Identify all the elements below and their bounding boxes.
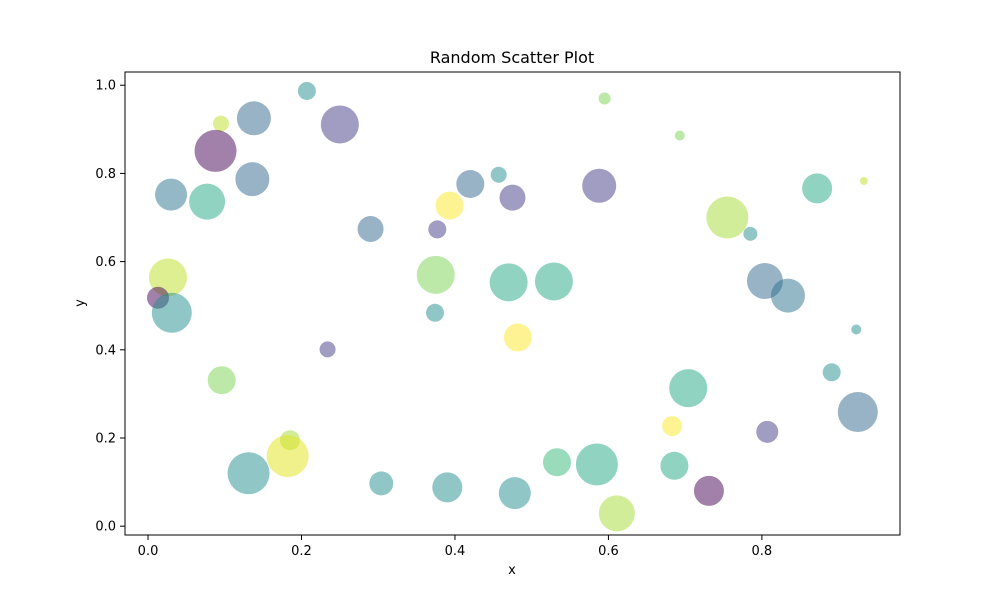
y-axis-label: y bbox=[73, 299, 88, 307]
scatter-point bbox=[598, 495, 635, 532]
scatter-point bbox=[297, 81, 316, 100]
x-tick-label: 0.4 bbox=[445, 544, 466, 559]
scatter-point bbox=[236, 101, 271, 136]
x-tick-label: 0.8 bbox=[752, 544, 773, 559]
plot-frame bbox=[124, 71, 901, 536]
scatter-point bbox=[822, 363, 841, 382]
scatter-point bbox=[432, 472, 463, 503]
scatter-point bbox=[770, 278, 805, 313]
y-tick-label: 0.6 bbox=[95, 255, 116, 270]
scatter-point bbox=[435, 191, 464, 220]
y-tick-label: 0.0 bbox=[95, 520, 116, 535]
scatter-point bbox=[693, 475, 724, 506]
x-tick-label: 0.6 bbox=[598, 544, 619, 559]
scatter-point bbox=[662, 416, 683, 437]
scatter-point bbox=[859, 176, 868, 185]
scatter-point bbox=[534, 262, 573, 301]
y-tick-label: 0.4 bbox=[95, 343, 116, 358]
scatter-point bbox=[207, 366, 236, 395]
y-tick-label: 0.2 bbox=[95, 431, 116, 446]
scatter-point bbox=[357, 215, 384, 242]
scatter-point bbox=[598, 92, 611, 105]
scatter-point bbox=[151, 292, 192, 333]
scatter-point bbox=[490, 166, 507, 183]
scatter-point bbox=[851, 324, 862, 335]
scatter-point bbox=[669, 369, 708, 408]
y-tick-label: 0.8 bbox=[95, 167, 116, 182]
x-tick-label: 0.0 bbox=[138, 544, 159, 559]
scatter-point bbox=[498, 477, 531, 510]
points-layer bbox=[146, 81, 878, 532]
scatter-point bbox=[582, 168, 617, 203]
scatter-point bbox=[456, 170, 485, 199]
scatter-point bbox=[227, 452, 270, 495]
scatter-point bbox=[266, 435, 309, 478]
scatter-point bbox=[674, 130, 685, 141]
scatter-point bbox=[575, 443, 618, 486]
chart-title: Random Scatter Plot bbox=[430, 48, 594, 67]
x-tick-label: 0.2 bbox=[291, 544, 312, 559]
scatter-point bbox=[155, 178, 188, 211]
scatter-point bbox=[320, 105, 359, 144]
scatter-point bbox=[319, 341, 336, 358]
scatter-point bbox=[503, 323, 532, 352]
scatter-point bbox=[499, 184, 526, 211]
scatter-point bbox=[189, 183, 226, 220]
scatter-point bbox=[660, 451, 689, 480]
scatter-point bbox=[212, 115, 229, 132]
scatter-point bbox=[837, 391, 878, 432]
x-axis-label: x bbox=[508, 563, 516, 578]
scatter-point bbox=[235, 162, 270, 197]
y-axis-ticks: 0.0 0.2 0.4 0.6 0.8 1.0 bbox=[95, 79, 125, 535]
scatter-point bbox=[706, 196, 749, 239]
scatter-point bbox=[416, 255, 455, 294]
scatter-point bbox=[369, 471, 394, 496]
scatter-point bbox=[428, 220, 447, 239]
scatter-point bbox=[194, 129, 237, 172]
scatter-point bbox=[802, 173, 833, 204]
scatter-point bbox=[489, 263, 528, 302]
scatter-point bbox=[756, 420, 779, 443]
scatter-point bbox=[743, 226, 758, 241]
scatter-point bbox=[543, 448, 572, 477]
x-axis-ticks: 0.0 0.2 0.4 0.6 0.8 bbox=[138, 535, 773, 559]
y-tick-label: 1.0 bbox=[95, 79, 116, 94]
scatter-point bbox=[426, 303, 444, 322]
